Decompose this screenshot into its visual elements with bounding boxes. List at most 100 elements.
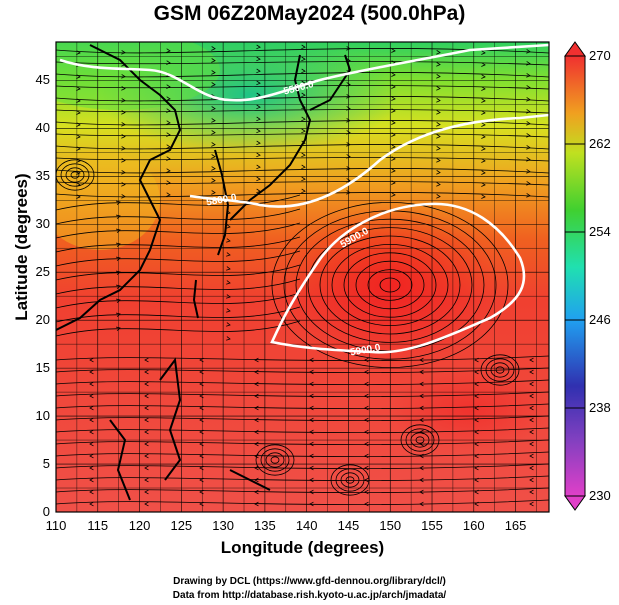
streamline-arrow <box>226 210 231 215</box>
streamline <box>56 208 301 225</box>
streamline-arrow <box>364 393 369 399</box>
streamline-arrow <box>436 170 441 175</box>
streamline-arrow <box>526 133 531 138</box>
streamline <box>56 391 549 398</box>
streamline-arrow <box>419 417 424 423</box>
streamline-arrow <box>364 381 369 387</box>
streamline-arrow <box>436 74 441 79</box>
streamline-arrow <box>474 465 479 471</box>
streamline-arrow <box>419 369 424 375</box>
y-axis-label: Latitude (degrees) <box>12 173 31 321</box>
streamline-arrow <box>301 140 306 146</box>
streamline <box>56 85 549 90</box>
streamline <box>56 427 549 434</box>
streamline <box>56 194 301 211</box>
streamline-arrow <box>419 465 424 471</box>
streamline-arrow <box>391 48 396 53</box>
streamline-arrow <box>391 96 396 101</box>
streamline-arrow <box>89 489 94 495</box>
streamline <box>56 355 549 362</box>
streamline-arrow <box>529 405 534 411</box>
streamline-arrow <box>254 393 259 399</box>
streamline <box>345 476 355 484</box>
streamline-arrow <box>481 134 486 139</box>
streamline-arrow <box>391 132 396 137</box>
streamline-arrow <box>226 308 231 313</box>
streamline-arrow <box>526 49 531 54</box>
streamline <box>56 278 301 295</box>
contour-5500 <box>59 43 549 102</box>
streamline <box>56 120 549 126</box>
streamline-arrow <box>211 46 216 51</box>
streamline-arrow <box>301 116 306 122</box>
streamline-arrow <box>364 441 369 447</box>
streamline <box>319 235 461 335</box>
streamline-arrow <box>436 110 441 115</box>
streamline-arrow <box>436 86 441 91</box>
streamline <box>56 379 549 386</box>
streamline <box>56 306 301 323</box>
streamline-arrow <box>121 62 126 67</box>
streamline-arrow <box>116 326 121 332</box>
streamline-arrow <box>226 252 231 257</box>
streamline-arrow <box>256 80 261 86</box>
streamline-arrow <box>89 441 94 447</box>
colorbar-tick-label: 262 <box>589 136 611 151</box>
streamline-arrow <box>121 182 126 187</box>
streamline-arrow <box>301 44 306 50</box>
streamline-arrow <box>346 178 351 183</box>
streamline-arrow <box>144 429 149 435</box>
streamline-arrow <box>436 122 441 127</box>
streamline <box>56 415 549 422</box>
streamline-arrow <box>211 154 216 159</box>
streamline-arrow <box>481 122 486 127</box>
y-tick-label: 5 <box>42 456 50 472</box>
streamline-arrow <box>144 441 149 447</box>
contour-label-5900-lower: 5900.0 <box>349 342 381 358</box>
streamline-arrow <box>481 74 486 79</box>
streamline-arrow <box>226 266 231 271</box>
streamline <box>56 222 301 239</box>
streamline-arrow <box>309 489 314 495</box>
streamline-arrow <box>474 357 479 363</box>
streamline-arrow <box>391 108 396 113</box>
streamline-arrow <box>301 104 306 110</box>
streamline-arrow <box>309 501 314 507</box>
streamline-arrow <box>116 284 121 290</box>
streamline-arrow <box>436 182 441 187</box>
x-tick-label: 145 <box>337 518 360 533</box>
streamline <box>495 366 505 374</box>
streamline <box>270 456 280 464</box>
x-tick-label: 120 <box>128 518 151 533</box>
streamline-arrow <box>76 158 81 163</box>
streamline-arrow <box>419 489 424 495</box>
streamline-arrow <box>166 120 171 125</box>
y-tick-label: 15 <box>35 360 50 376</box>
streamline-arrow <box>529 429 534 435</box>
streamline-arrow <box>474 417 479 423</box>
streamline-arrow <box>144 465 149 471</box>
streamline-arrow <box>364 453 369 459</box>
streamline <box>56 250 301 267</box>
streamline-arrow <box>301 68 306 74</box>
colorbar-top-arrow <box>564 41 586 57</box>
streamline-arrow <box>226 322 231 327</box>
streamline <box>65 167 85 183</box>
streamline <box>56 109 549 114</box>
streamline-arrow <box>211 106 216 111</box>
streamline-arrow <box>526 169 531 174</box>
streamline-arrow <box>529 465 534 471</box>
streamline-arrow <box>116 214 121 220</box>
streamline-arrow <box>529 417 534 423</box>
grid-lines <box>55 42 549 513</box>
streamline-arrow <box>364 405 369 411</box>
streamline <box>56 367 549 374</box>
streamline-arrow <box>211 118 216 123</box>
streamline <box>60 163 90 187</box>
streamline-arrow <box>529 357 534 363</box>
streamline-arrow <box>419 501 424 507</box>
streamline-arrow <box>121 122 126 127</box>
y-tick-label: 40 <box>35 120 50 136</box>
streamline-arrow <box>474 477 479 483</box>
streamline <box>56 320 301 337</box>
